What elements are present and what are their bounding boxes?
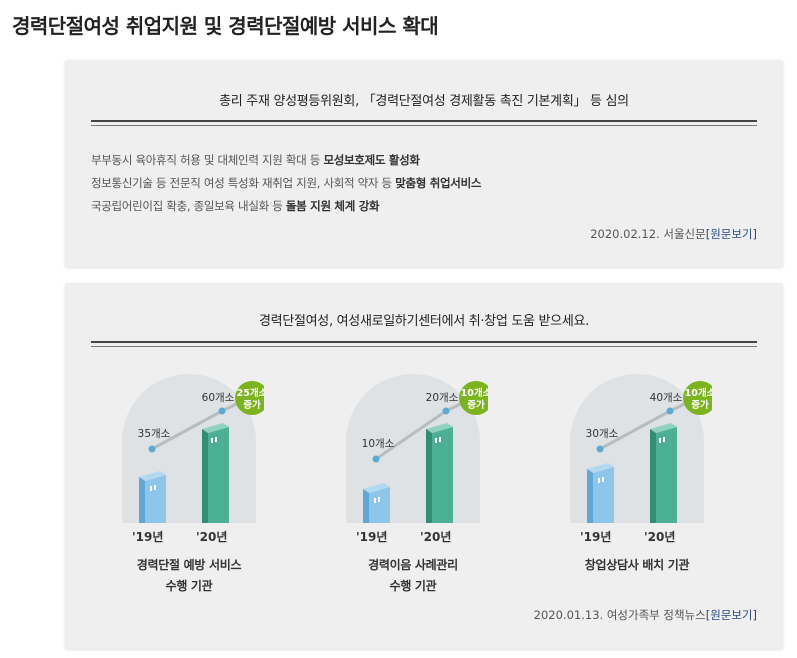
news-source: 2020.02.12. 서울신문[원문보기] <box>590 226 757 242</box>
x-label-2019: '19년 <box>356 530 388 544</box>
source-date-publisher: 2020.01.13. 여성가족부 정책뉴스 <box>533 608 706 622</box>
x-axis-labels: '19년 '20년 <box>338 528 488 546</box>
increase-badge-text: 증가 <box>691 399 709 411</box>
infographic-label-line1: 창업상담사 배치 기관 <box>584 558 690 572</box>
building-2019-side <box>363 489 369 523</box>
building-2020-roof <box>202 423 229 433</box>
building-2020-side <box>650 429 656 523</box>
news-card-2: 경력단절여성, 여성새로일하기센터에서 취·창업 도움 받으세요. 35개소 6… <box>65 283 783 649</box>
building-2020 <box>208 427 229 523</box>
increase-badge-text: 증가 <box>467 399 485 411</box>
summary-list: 부부동시 육아휴직 허용 및 대체인력 지원 확대 등 모성보호제도 활성화 정… <box>91 149 481 218</box>
summary-item: 부부동시 육아휴직 허용 및 대체인력 지원 확대 등 모성보호제도 활성화 <box>91 149 481 172</box>
news-card-2-headline: 경력단절여성, 여성새로일하기센터에서 취·창업 도움 받으세요. <box>259 314 589 329</box>
value-label-2019: 30개소 <box>586 428 619 440</box>
x-label-2020: '20년 <box>196 530 228 544</box>
building-2020-side <box>426 429 432 523</box>
building-2019-side <box>139 477 145 523</box>
building-window <box>439 437 441 442</box>
news-card-1: 총리 주재 양성평등위원회, 「경력단절여성 경제활동 촉진 기본계획」 등 심… <box>65 60 783 267</box>
x-axis-labels: '19년 '20년 <box>562 528 712 546</box>
increase-badge <box>459 381 488 415</box>
building-2019-side <box>587 469 593 523</box>
building-2020 <box>656 427 677 523</box>
trend-line <box>599 409 671 451</box>
x-label-2019: '19년 <box>580 530 612 544</box>
infographic-startup-counselor: 30개소 40개소 10개소 증가 <box>570 374 712 523</box>
value-label-2020: 20개소 <box>426 392 459 404</box>
trend-line <box>151 409 223 451</box>
data-point-2019 <box>596 445 604 453</box>
building-window <box>663 437 665 442</box>
data-point-2020 <box>442 407 450 415</box>
summary-text: 부부동시 육아휴직 허용 및 대체인력 지원 확대 등 <box>91 153 324 167</box>
increase-badge-value: 25개소 <box>237 387 264 399</box>
trend-line <box>375 409 447 461</box>
infographic-label-line1: 경력이음 사례관리 <box>368 558 458 572</box>
building-2020 <box>432 427 453 523</box>
building-window <box>435 438 437 443</box>
building-window <box>598 478 600 483</box>
building-window <box>215 437 217 442</box>
building-2019 <box>593 467 614 523</box>
value-label-2020: 40개소 <box>650 392 683 404</box>
value-label-2019: 10개소 <box>362 438 395 450</box>
infographic-career-case-management: 10개소 20개소 10개소 증가 <box>346 374 488 523</box>
building-2019 <box>369 487 390 523</box>
summary-item: 국공립어린이집 확충, 종일보육 내실화 등 돌봄 지원 체계 강화 <box>91 195 481 218</box>
building-2019-roof <box>587 463 614 473</box>
summary-highlight: 맞춤형 취업서비스 <box>395 176 482 190</box>
x-label-2020: '20년 <box>420 530 452 544</box>
page-title: 경력단절여성 취업지원 및 경력단절예방 서비스 확대 <box>12 14 439 38</box>
summary-text: 국공립어린이집 확충, 종일보육 내실화 등 <box>91 199 286 213</box>
infographic-label: 경력단절 예방 서비스 수행 기관 <box>89 555 289 597</box>
view-original-link[interactable]: [원문보기] <box>705 227 757 241</box>
building-2019-roof <box>139 471 166 481</box>
building-2020-roof <box>650 423 677 433</box>
headline-divider <box>91 341 757 347</box>
x-label-2019: '19년 <box>132 530 164 544</box>
increase-badge <box>235 381 264 415</box>
building-2020-roof <box>426 423 453 433</box>
summary-item: 정보통신기술 등 전문직 여성 특성화 재취업 지원, 사회적 약자 등 맞춤형… <box>91 172 481 195</box>
building-window <box>374 498 376 503</box>
infographic-label-line2: 수행 기관 <box>389 579 437 593</box>
news-source: 2020.01.13. 여성가족부 정책뉴스[원문보기] <box>534 607 757 623</box>
building-2019-roof <box>363 483 390 493</box>
building-window <box>211 438 213 443</box>
data-point-2019 <box>372 455 380 463</box>
summary-highlight: 모성보호제도 활성화 <box>323 153 420 167</box>
infographic-label-line1: 경력단절 예방 서비스 <box>136 558 242 572</box>
data-point-2020 <box>666 407 674 415</box>
x-axis-labels: '19년 '20년 <box>114 528 264 546</box>
increase-badge-value: 10개소 <box>685 387 712 399</box>
increase-badge <box>683 381 712 415</box>
building-window <box>378 497 380 502</box>
infographic-label-line2: 수행 기관 <box>165 579 213 593</box>
building-window <box>154 485 156 490</box>
increase-badge-text: 증가 <box>243 399 261 411</box>
summary-text: 정보통신기술 등 전문직 여성 특성화 재취업 지원, 사회적 약자 등 <box>91 176 396 190</box>
headline-divider <box>91 120 757 126</box>
value-label-2020: 60개소 <box>202 392 235 404</box>
source-date-publisher: 2020.02.12. 서울신문 <box>590 227 706 241</box>
increase-badge-value: 10개소 <box>461 387 488 399</box>
building-2019 <box>145 475 166 523</box>
view-original-link[interactable]: [원문보기] <box>705 608 757 622</box>
building-2020-side <box>202 429 208 523</box>
infographic-label: 창업상담사 배치 기관 <box>537 555 737 576</box>
building-window <box>659 438 661 443</box>
building-window <box>150 486 152 491</box>
value-label-2019: 35개소 <box>138 428 171 440</box>
x-label-2020: '20년 <box>644 530 676 544</box>
building-window <box>602 477 604 482</box>
news-card-1-headline: 총리 주재 양성평등위원회, 「경력단절여성 경제활동 촉진 기본계획」 등 심… <box>219 94 629 109</box>
infographic-prevention-service: 35개소 60개소 25개소 증가 <box>122 374 264 523</box>
data-point-2019 <box>148 445 156 453</box>
data-point-2020 <box>218 407 226 415</box>
infographic-label: 경력이음 사례관리 수행 기관 <box>313 555 513 597</box>
summary-highlight: 돌봄 지원 체계 강화 <box>285 199 380 213</box>
